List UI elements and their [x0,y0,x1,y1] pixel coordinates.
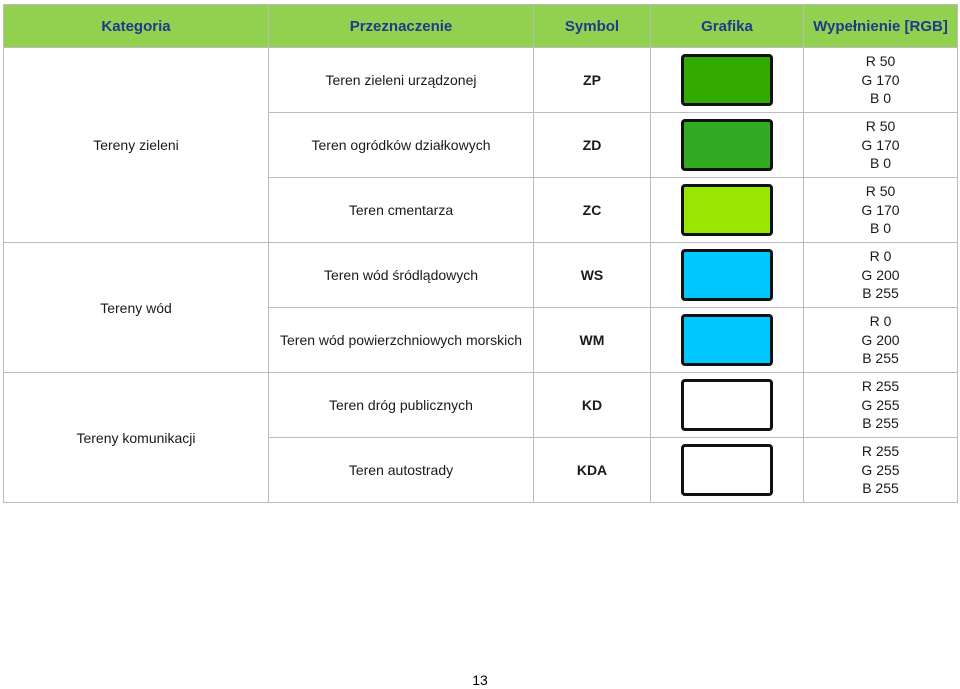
purpose-cell: Teren dróg publicznych [268,372,534,438]
legend-table: Kategoria Przeznaczenie Symbol Grafika W… [3,4,958,503]
table-row: Teren ogródków działkowych ZD R 50 G 170 B… [4,112,958,178]
symbol-cell: WM [533,307,651,373]
color-swatch [681,379,773,431]
table-row: Teren autostrady KDA R 255 G 255 B 255 [4,437,958,503]
rgb-r: R 0 [869,248,892,265]
header-graphic: Grafika [650,4,804,48]
rgb-r: R 50 [865,53,896,70]
rgb-b: B 255 [862,415,899,432]
page-number: 13 [472,672,488,688]
graphic-cell [650,242,804,308]
rgb-cell: R 255 G 255 B 255 [803,372,958,438]
rgb-r: R 50 [865,118,896,135]
rgb-g: G 200 [861,331,900,348]
purpose-cell: Teren zieleni urządzonej [268,47,534,113]
graphic-cell [650,307,804,373]
color-swatch [681,314,773,366]
color-swatch [681,249,773,301]
graphic-cell [650,47,804,113]
rgb-cell: R 50 G 170 B 0 [803,112,958,178]
category-cell: Tereny zieleni [3,47,269,243]
color-swatch [681,444,773,496]
graphic-cell [650,437,804,503]
table-row: Tereny komunikacji Teren dróg publicznyc… [3,372,958,503]
rgb-g: G 255 [861,396,900,413]
rgb-g: G 200 [861,266,900,283]
header-category: Kategoria [3,4,269,48]
header-row: Kategoria Przeznaczenie Symbol Grafika W… [3,4,958,48]
symbol-cell: ZP [533,47,651,113]
rgb-r: R 255 [861,378,900,395]
header-fill-rgb: Wypełnienie [RGB] [803,4,958,48]
header-symbol: Symbol [533,4,651,48]
color-swatch [681,54,773,106]
rgb-r: R 50 [865,183,896,200]
rgb-b: B 255 [862,480,899,497]
symbol-cell: KD [533,372,651,438]
rgb-g: G 170 [861,201,900,218]
table-row: Teren wód powierzchniowych morskich WM R… [4,307,958,373]
table-row: Tereny wód Teren wód śródlądowych WS R 0… [3,242,958,373]
rgb-b: B 0 [869,155,891,172]
rgb-cell: R 50 G 170 B 0 [803,177,958,243]
rgb-r: R 0 [869,313,892,330]
rgb-g: G 170 [861,71,900,88]
graphic-cell [650,112,804,178]
purpose-cell: Teren wód śródlądowych [268,242,534,308]
purpose-cell: Teren wód powierzchniowych morskich [268,307,534,373]
rgb-g: G 255 [861,461,900,478]
rgb-b: B 0 [869,220,891,237]
symbol-cell: ZC [533,177,651,243]
category-cell: Tereny komunikacji [3,372,269,503]
color-swatch [681,184,773,236]
rgb-r: R 255 [861,443,900,460]
purpose-cell: Teren autostrady [268,437,534,503]
rgb-b: B 0 [869,90,891,107]
symbol-cell: WS [533,242,651,308]
rgb-cell: R 50 G 170 B 0 [803,47,958,113]
purpose-cell: Teren cmentarza [268,177,534,243]
rgb-b: B 255 [862,350,899,367]
graphic-cell [650,177,804,243]
category-cell: Tereny wód [3,242,269,373]
purpose-cell: Teren ogródków działkowych [268,112,534,178]
rgb-b: B 255 [862,285,899,302]
symbol-cell: KDA [533,437,651,503]
rgb-g: G 170 [861,136,900,153]
table-row: Tereny zieleni Teren zieleni urządzonej … [3,47,958,243]
table-row: Teren cmentarza ZC R 50 G 170 B 0 [4,177,958,243]
rgb-cell: R 255 G 255 B 255 [803,437,958,503]
graphic-cell [650,372,804,438]
symbol-cell: ZD [533,112,651,178]
color-swatch [681,119,773,171]
header-purpose: Przeznaczenie [268,4,534,48]
